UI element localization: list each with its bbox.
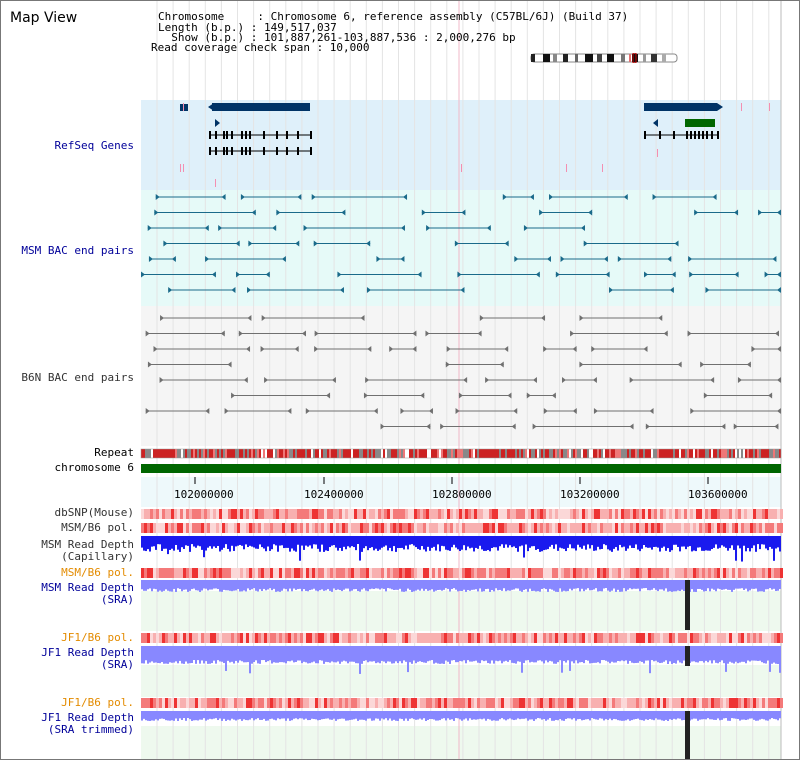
axis-tick-label: 102000000: [174, 488, 234, 501]
refseq-track-bg: [141, 100, 781, 190]
axis-tick-label: 102800000: [432, 488, 492, 501]
jf1-depth-sra-label: JF1 Read Depth: [41, 646, 134, 659]
msm-depth-capillary-sub: (Capillary): [61, 550, 134, 563]
chromosome-info: Chromosome : Chromosome 6, reference ass…: [158, 10, 629, 23]
jf1-b6-pol-trim-label: JF1/B6 pol.: [61, 696, 134, 709]
gap-marker: [685, 646, 690, 666]
chromosome-ideogram[interactable]: [529, 53, 681, 63]
show-range-info: Show (b.p.) : 101,887,261-103,887,536 : …: [158, 31, 516, 44]
coverage-span-info: Read coverage check span : 10,000: [151, 41, 370, 54]
chromosome-label: chromosome 6: [54, 461, 134, 474]
axis-tick-label: 103600000: [688, 488, 748, 501]
msm-bac-track-bg: [141, 190, 781, 306]
msm-b6-pol-label: MSM/B6 pol.: [61, 521, 134, 534]
jf1-sra-bg: [141, 665, 781, 697]
gene-feature: [644, 103, 717, 111]
refseq-genes-label[interactable]: RefSeq Genes: [54, 139, 134, 152]
gene-feature: [212, 103, 310, 111]
gene-feature-green: [685, 119, 715, 127]
b6n-bac-track-bg: [141, 306, 781, 446]
msm-depth-sra-sub: (SRA): [100, 593, 134, 606]
msm-depth-sra-label: MSM Read Depth: [41, 581, 134, 594]
dbsnp-label: dbSNP(Mouse): [54, 506, 134, 519]
jf1-b6-pol-label: JF1/B6 pol.: [61, 631, 134, 644]
b6n-bac-label[interactable]: B6N BAC end pairs: [21, 371, 134, 384]
chromosome-bar: [141, 464, 781, 473]
axis-tick-label: 102400000: [304, 488, 364, 501]
repeat-track: [140, 448, 782, 459]
repeat-label: Repeat: [94, 446, 134, 459]
msm-depth-capillary-label: MSM Read Depth: [41, 538, 134, 551]
jf1-depth-trim-label: JF1 Read Depth: [41, 711, 134, 724]
msm-b6-pol-sra-label: MSM/B6 pol.: [61, 566, 134, 579]
msm-sra-bg: [141, 591, 781, 631]
jf1-depth-sra-sub: (SRA): [100, 658, 134, 671]
axis-tick-label: 103200000: [560, 488, 620, 501]
length-info: Length (b.p.) : 149,517,037: [158, 21, 337, 34]
jf1-depth-trim-sub: (SRA trimmed): [47, 723, 134, 736]
gap-marker: [685, 580, 690, 630]
page-title: Map View: [10, 10, 78, 26]
gap-marker: [685, 711, 690, 759]
msm-bac-label[interactable]: MSM BAC end pairs: [21, 244, 134, 257]
axis-bg: [141, 477, 781, 507]
jf1-trim-bg: [141, 726, 781, 759]
